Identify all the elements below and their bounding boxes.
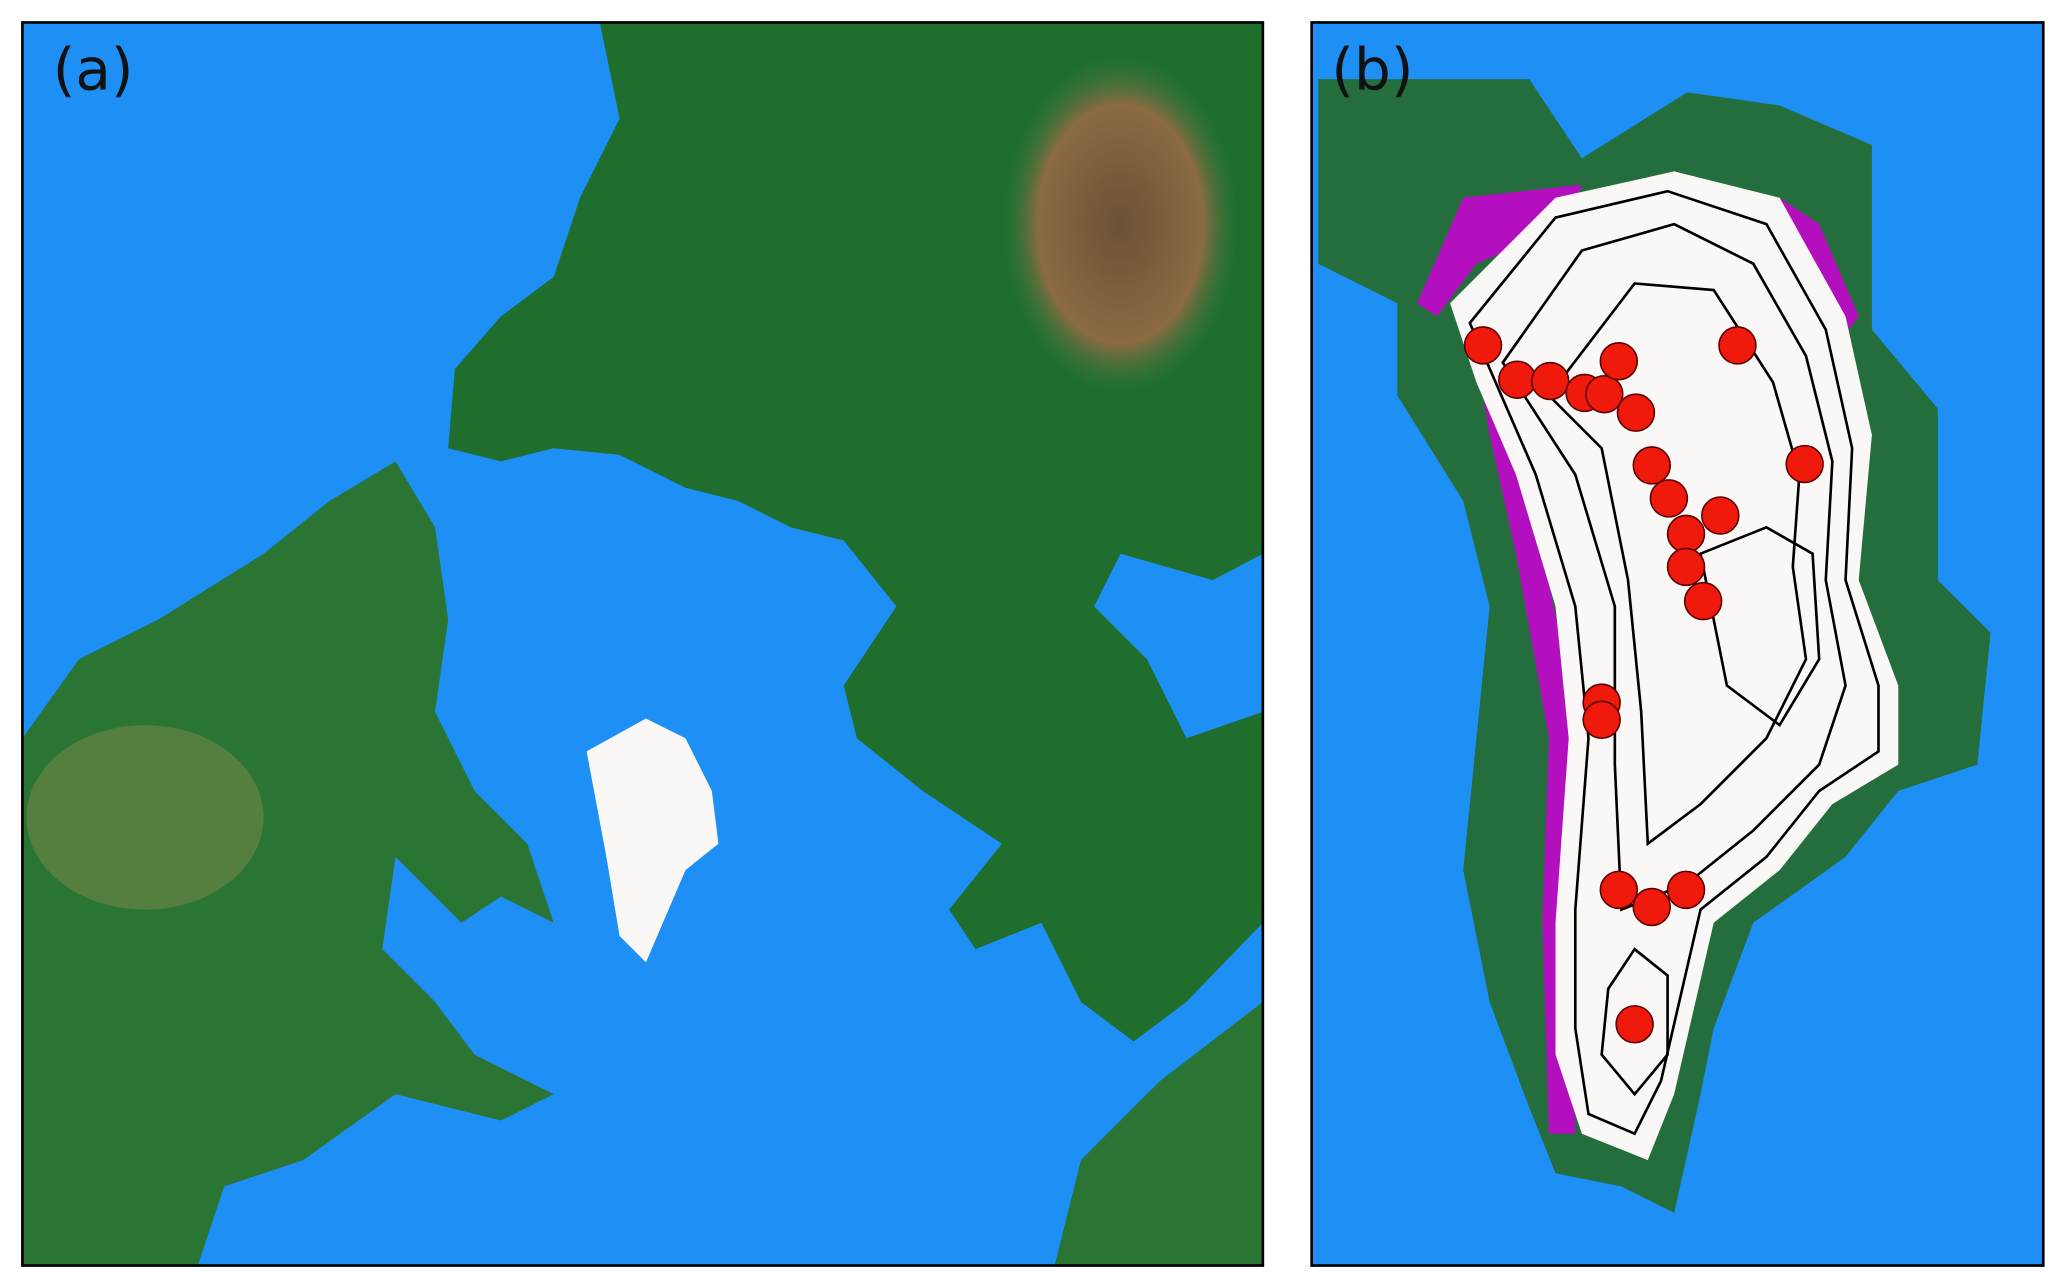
panel-label: (b) xyxy=(1331,36,1413,104)
site-marker xyxy=(1718,326,1757,365)
site-marker xyxy=(1599,341,1639,381)
site-marker xyxy=(1616,393,1656,432)
contour xyxy=(1600,947,1669,1097)
panel-frame xyxy=(21,21,1265,1267)
site-markers xyxy=(1463,326,1824,1044)
site-marker xyxy=(1463,326,1503,365)
site-marker xyxy=(1666,870,1706,910)
site-marker xyxy=(1615,1005,1654,1044)
site-marker xyxy=(1585,374,1624,414)
panel-a-map xyxy=(22,22,1263,1266)
highlands xyxy=(1001,52,1240,396)
site-marker xyxy=(1632,887,1672,927)
contour xyxy=(1547,282,1808,847)
site-marker xyxy=(1649,479,1689,518)
site-marker xyxy=(1785,444,1824,484)
africa xyxy=(1054,1001,1263,1266)
panel-frame xyxy=(1310,21,2045,1267)
contour xyxy=(1501,222,1847,912)
panel-b-map xyxy=(1311,22,2044,1266)
ice-sheet xyxy=(1450,171,1899,1161)
contour xyxy=(1468,189,1880,1136)
site-marker xyxy=(1531,361,1570,401)
panel-label: (a) xyxy=(53,36,134,104)
greenland xyxy=(586,718,719,963)
site-marker xyxy=(1666,514,1706,554)
highlands xyxy=(26,725,264,910)
site-marker xyxy=(1582,700,1621,740)
contour xyxy=(1699,525,1821,728)
site-marker xyxy=(1666,547,1706,587)
site-marker xyxy=(1632,446,1672,485)
site-marker xyxy=(1683,581,1723,621)
site-marker xyxy=(1599,870,1639,910)
north-america xyxy=(22,461,554,1266)
site-marker xyxy=(1498,360,1537,399)
site-marker xyxy=(1701,496,1740,535)
